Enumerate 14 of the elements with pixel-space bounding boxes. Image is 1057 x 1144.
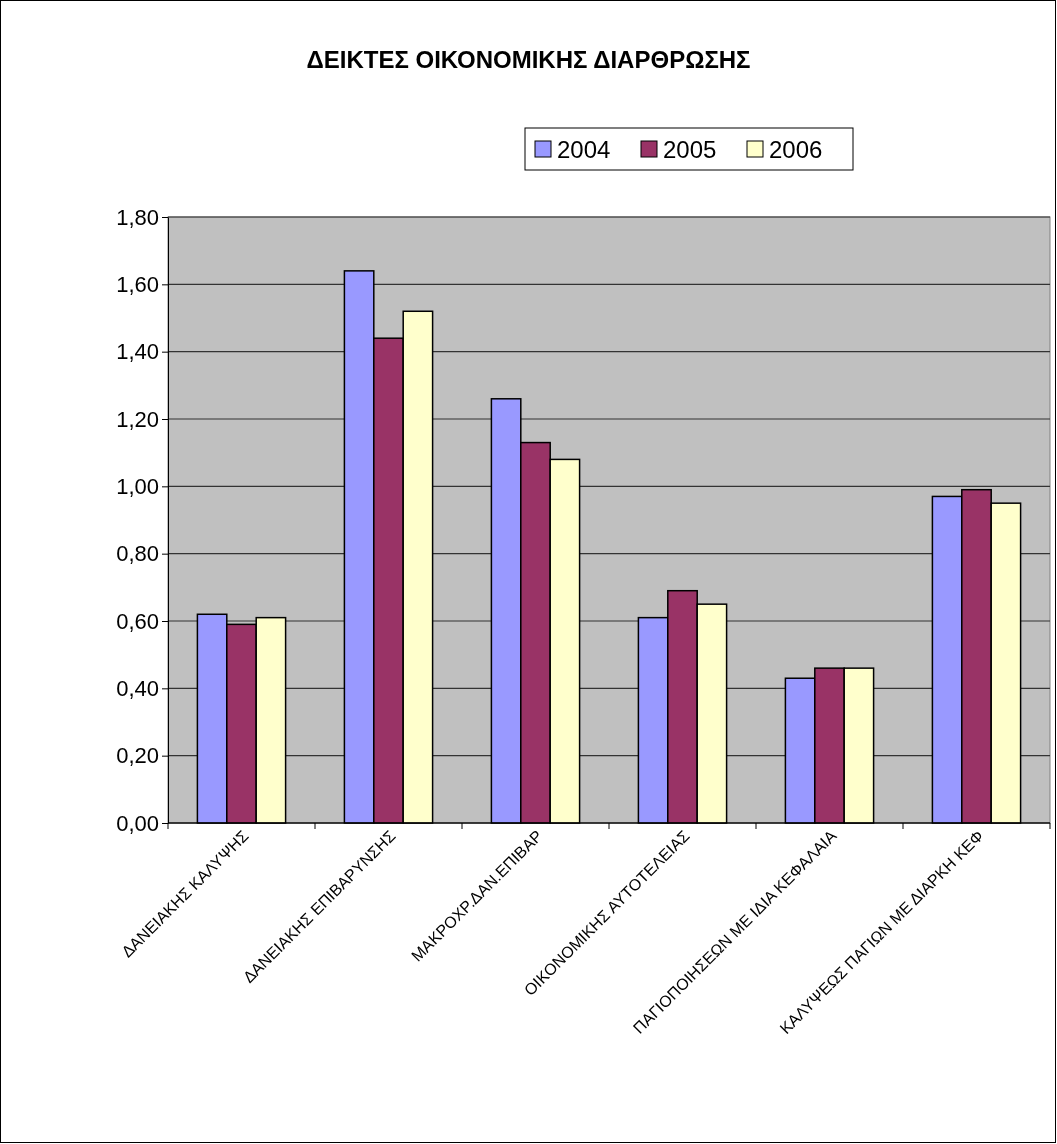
y-tick-label: 0,80 [116,541,159,567]
legend-label: 2006 [769,136,823,163]
y-tick-label: 0,60 [116,608,159,634]
y-tick-label: 1,00 [116,473,159,499]
chart-title: ΔΕΙΚΤΕΣ ΟΙΚΟΝΟΜΙΚΗΣ ΔΙΑΡΘΡΩΣΗΣ [306,46,751,73]
legend-label: 2004 [557,136,611,163]
y-tick-label: 0,40 [116,675,159,701]
y-tick-label: 1,80 [116,204,159,230]
y-tick-label: 1,60 [116,271,159,297]
y-tick-label: 0,00 [116,810,159,836]
y-tick-label: 1,20 [116,406,159,432]
y-tick-label: 0,20 [116,743,159,769]
y-tick-label: 1,40 [116,339,159,365]
legend-label: 2005 [663,136,717,163]
